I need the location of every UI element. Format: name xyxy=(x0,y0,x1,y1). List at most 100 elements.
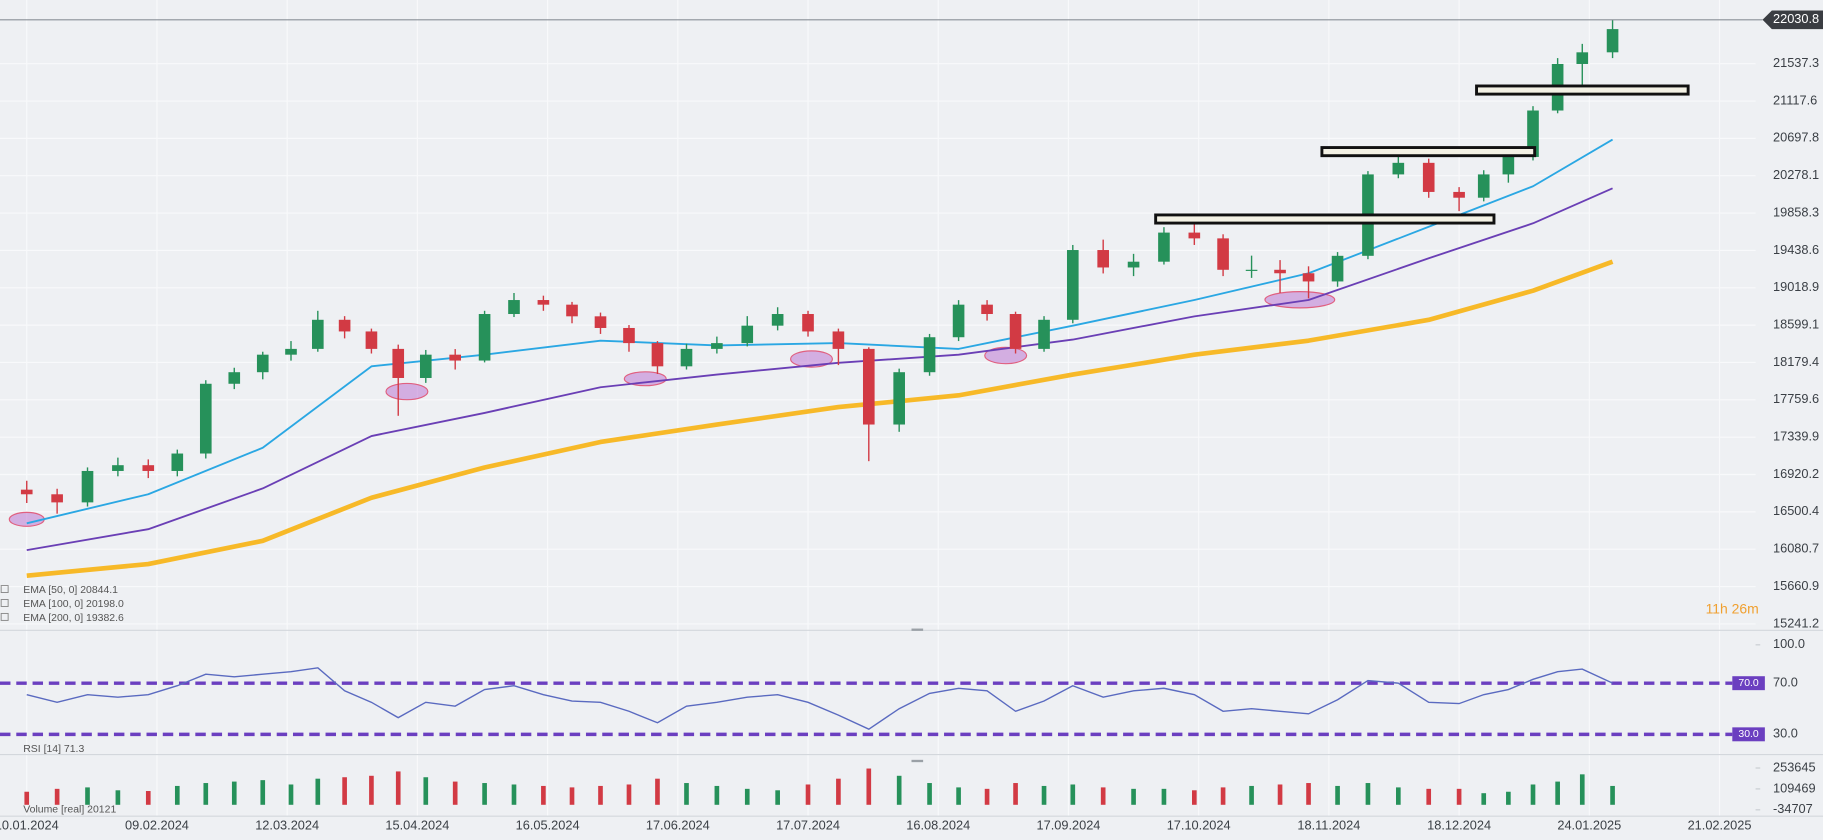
candle-body xyxy=(1066,250,1079,320)
volume-bar xyxy=(655,778,660,805)
zone-box[interactable] xyxy=(1154,213,1496,225)
y-tick-label: 15660.9 xyxy=(1773,578,1819,593)
volume-bar xyxy=(1131,788,1136,805)
candle-body xyxy=(1606,29,1619,53)
volume-bar xyxy=(956,787,961,805)
volume-bar xyxy=(1070,784,1076,805)
x-tick-label: 16.05.2024 xyxy=(516,817,580,832)
volume-bar xyxy=(896,775,902,805)
volume-bar xyxy=(1481,793,1487,805)
y-tick-label: 30.0 xyxy=(1773,726,1798,741)
candle-body xyxy=(365,331,378,349)
zone-box[interactable] xyxy=(1475,84,1690,96)
pane-handle[interactable] xyxy=(911,628,924,631)
volume-bar xyxy=(984,788,990,805)
candle-body xyxy=(981,304,993,315)
y-tick-label: 15241.2 xyxy=(1773,615,1819,630)
highlight-ellipse xyxy=(385,382,429,401)
legend-icon xyxy=(0,599,9,607)
y-tick-label: 16920.2 xyxy=(1773,466,1819,481)
candle-body xyxy=(142,465,155,471)
x-tick-label: 21.02.2025 xyxy=(1688,817,1752,832)
y-tick-label: 21537.3 xyxy=(1773,55,1819,70)
volume-bar xyxy=(1456,788,1462,805)
candle-body xyxy=(1217,238,1229,270)
rsi-level-tag xyxy=(1732,676,1765,691)
candle-body xyxy=(478,314,491,361)
candle-body xyxy=(623,327,635,344)
countdown: 11h 26m xyxy=(1706,601,1759,617)
volume-bar xyxy=(927,783,932,805)
candle-body xyxy=(171,453,184,471)
volume-bar xyxy=(369,775,374,805)
candle-body xyxy=(1527,110,1539,157)
last-price-label: 22030.8 xyxy=(1773,11,1819,26)
volume-bar xyxy=(1396,787,1401,805)
ema-line xyxy=(26,259,1614,578)
volume-bar xyxy=(598,785,603,805)
volume-bar xyxy=(744,788,750,805)
x-tick-label: 10.01.2024 xyxy=(0,817,59,832)
y-tick-label: 16080.7 xyxy=(1773,541,1819,556)
candle-body xyxy=(566,304,578,317)
legend-entry: EMA [50, 0] 20844.1 xyxy=(23,585,118,596)
legend-entry: EMA [100, 0] 20198.0 xyxy=(23,599,124,610)
candle-body xyxy=(1158,232,1170,262)
y-tick-label: 109469 xyxy=(1773,780,1816,795)
candle-body xyxy=(1188,232,1201,239)
candle-body xyxy=(832,331,845,349)
volume-bar xyxy=(1013,783,1018,805)
highlight-ellipse xyxy=(8,511,45,527)
volume-bar xyxy=(1426,788,1432,805)
volume-bar xyxy=(805,784,811,805)
candle-body xyxy=(594,316,607,328)
candle-body xyxy=(285,348,297,355)
volume-bar xyxy=(174,785,180,805)
volume-bar xyxy=(1555,781,1560,805)
volume-bar xyxy=(1161,788,1167,805)
legend-entry: EMA [200, 0] 19382.6 xyxy=(23,613,124,624)
x-tick-label: 16.08.2024 xyxy=(906,817,970,832)
y-tick-label: -34707 xyxy=(1773,801,1813,816)
y-tick-label: 70.0 xyxy=(1773,675,1798,690)
highlight-ellipse xyxy=(790,350,834,368)
x-tick-label: 18.12.2024 xyxy=(1427,817,1491,832)
volume-bar xyxy=(1041,785,1047,805)
candle-body xyxy=(1038,319,1050,349)
volume-bar xyxy=(315,778,321,805)
volume-bar xyxy=(260,780,266,805)
x-tick-label: 18.11.2024 xyxy=(1297,817,1360,832)
volume-bar xyxy=(1530,784,1536,805)
y-tick-label: 18599.1 xyxy=(1773,317,1819,332)
zone-box[interactable] xyxy=(1320,146,1537,158)
y-tick-label: 19018.9 xyxy=(1773,279,1819,294)
legend-icon xyxy=(0,585,9,593)
candle-body xyxy=(1477,174,1490,198)
volume-bar xyxy=(145,791,151,805)
x-tick-label: 17.07.2024 xyxy=(776,817,840,832)
highlight-ellipse xyxy=(623,371,667,387)
y-tick-label: 253645 xyxy=(1773,759,1816,774)
pane-handle[interactable] xyxy=(911,759,924,763)
volume-bar xyxy=(569,787,575,805)
x-tick-label: 12.03.2024 xyxy=(255,817,319,832)
volume-bar xyxy=(626,784,632,805)
grid-layer xyxy=(1755,644,1761,811)
candle-body xyxy=(952,304,965,338)
volume-bar xyxy=(1192,790,1197,805)
x-tick-label: 17.10.2024 xyxy=(1167,817,1231,832)
candle-body xyxy=(1453,191,1465,198)
volume-bar xyxy=(1249,785,1254,805)
volume-bar xyxy=(115,790,121,805)
volume-bar xyxy=(1610,785,1615,805)
x-tick-label: 09.02.2024 xyxy=(125,817,189,832)
rsi-level-tag xyxy=(1732,727,1765,742)
y-tick-label: 19858.3 xyxy=(1773,204,1819,219)
candle-body xyxy=(862,348,875,425)
volume-bar xyxy=(231,781,237,805)
legend-icon xyxy=(0,612,9,621)
volume-bar xyxy=(714,785,720,805)
candle-body xyxy=(1274,269,1286,274)
volume-bar xyxy=(423,777,429,805)
